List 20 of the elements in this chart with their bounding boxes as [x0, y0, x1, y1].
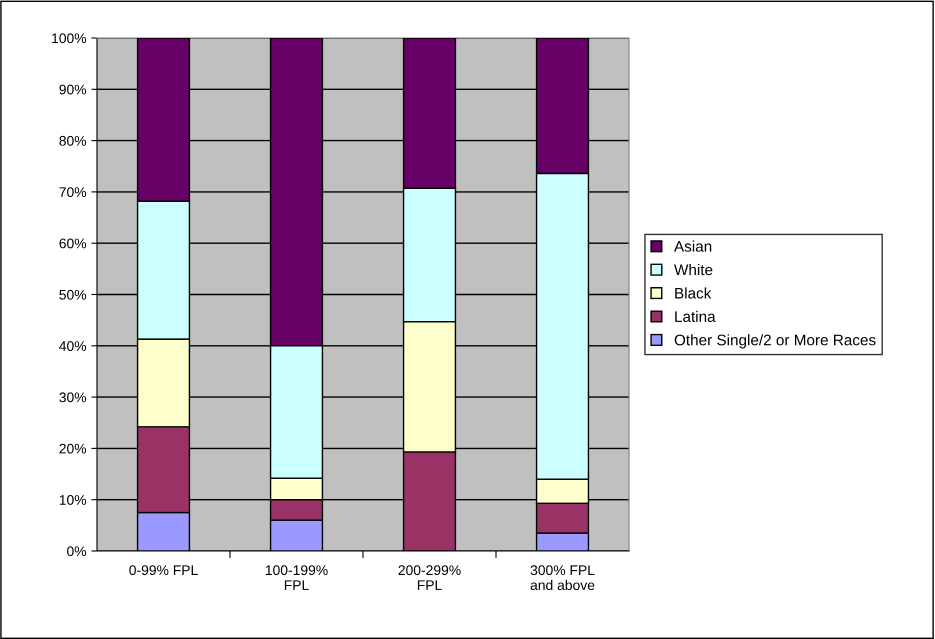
y-tick-label: 20% [59, 444, 86, 454]
x-tick-label: 100-199% FPL [266, 565, 328, 590]
y-tick-label: 40% [59, 341, 86, 351]
y-tick-label: 50% [59, 290, 86, 300]
legend-label: Black [675, 287, 712, 299]
legend-label: Asian [674, 240, 712, 252]
y-tick-label: 70% [60, 187, 86, 198]
y-tick-label: 80% [59, 136, 86, 146]
legend-label: Latina [675, 310, 716, 322]
x-tick-label: 300% FPL and above [530, 565, 594, 590]
x-tick-label: 200-299% FPL [398, 565, 461, 590]
y-tick-label: 30% [59, 392, 86, 402]
y-tick-label: 0% [67, 546, 86, 556]
x-tick-label: 0-99% FPL [129, 565, 198, 576]
y-tick-label: 90% [59, 84, 86, 94]
legend-label: White [674, 264, 712, 276]
y-tick-label: 60% [59, 238, 86, 248]
y-tick-label: 100% [52, 33, 86, 44]
y-tick-label: 10% [60, 495, 86, 505]
legend-label: Other Single/2 or More Races [674, 334, 876, 348]
